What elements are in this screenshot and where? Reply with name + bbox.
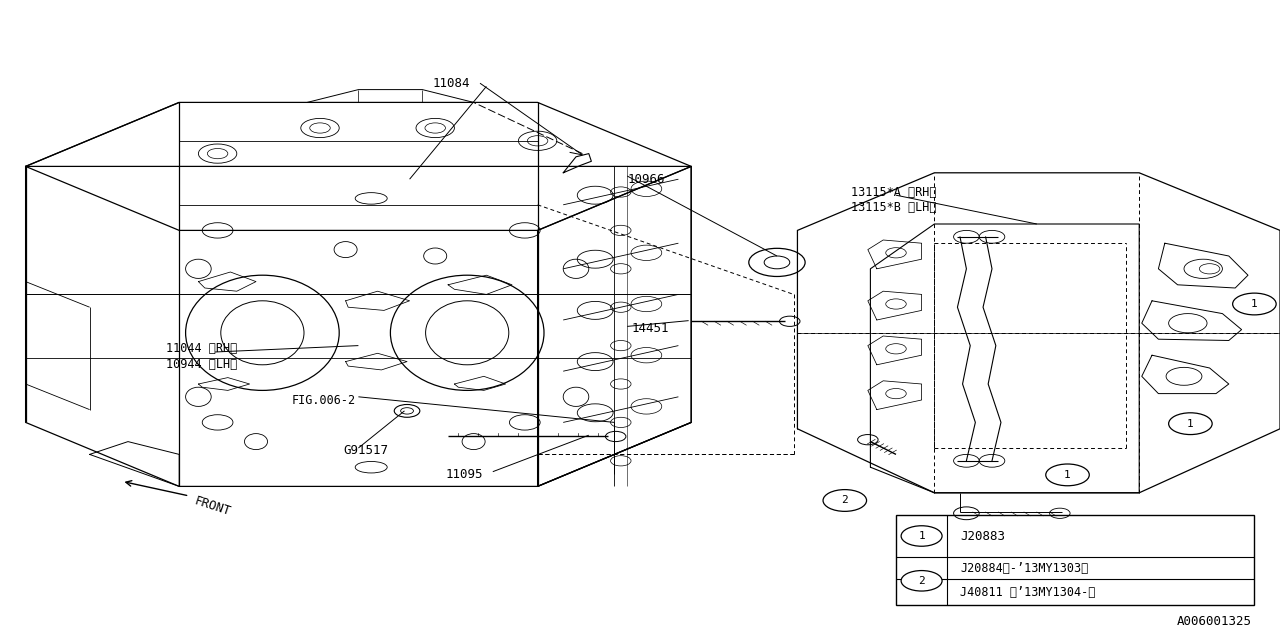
Text: 1: 1 [1187, 419, 1194, 429]
Bar [896, 515, 1254, 605]
Text: 11044 〈RH〉: 11044 〈RH〉 [166, 342, 238, 355]
Circle shape [1046, 464, 1089, 486]
Text: 13115*B 〈LH〉: 13115*B 〈LH〉 [851, 201, 937, 214]
Text: 1: 1 [918, 531, 925, 541]
Text: 11095: 11095 [445, 468, 483, 481]
Text: 14451: 14451 [631, 322, 668, 335]
Text: 1: 1 [1064, 470, 1071, 480]
Text: 11084: 11084 [433, 77, 470, 90]
Circle shape [1233, 293, 1276, 315]
Text: 1: 1 [1251, 299, 1258, 309]
Text: J40811 （’13MY1304-）: J40811 （’13MY1304-） [960, 586, 1096, 598]
Circle shape [901, 571, 942, 591]
Text: 13115*A 〈RH〉: 13115*A 〈RH〉 [851, 186, 937, 198]
Text: A006001325: A006001325 [1176, 616, 1252, 628]
Text: 2: 2 [918, 576, 925, 586]
Circle shape [901, 526, 942, 547]
Text: 2: 2 [841, 495, 849, 506]
Circle shape [823, 490, 867, 511]
Text: 10944 〈LH〉: 10944 〈LH〉 [166, 358, 238, 371]
Text: G91517: G91517 [343, 444, 388, 457]
Text: FRONT: FRONT [192, 494, 232, 518]
Text: FIG.006-2: FIG.006-2 [292, 394, 356, 406]
Text: 10966: 10966 [627, 173, 664, 186]
Text: J20883: J20883 [960, 529, 1005, 543]
Text: J20884（-’13MY1303）: J20884（-’13MY1303） [960, 561, 1088, 575]
Circle shape [1169, 413, 1212, 435]
